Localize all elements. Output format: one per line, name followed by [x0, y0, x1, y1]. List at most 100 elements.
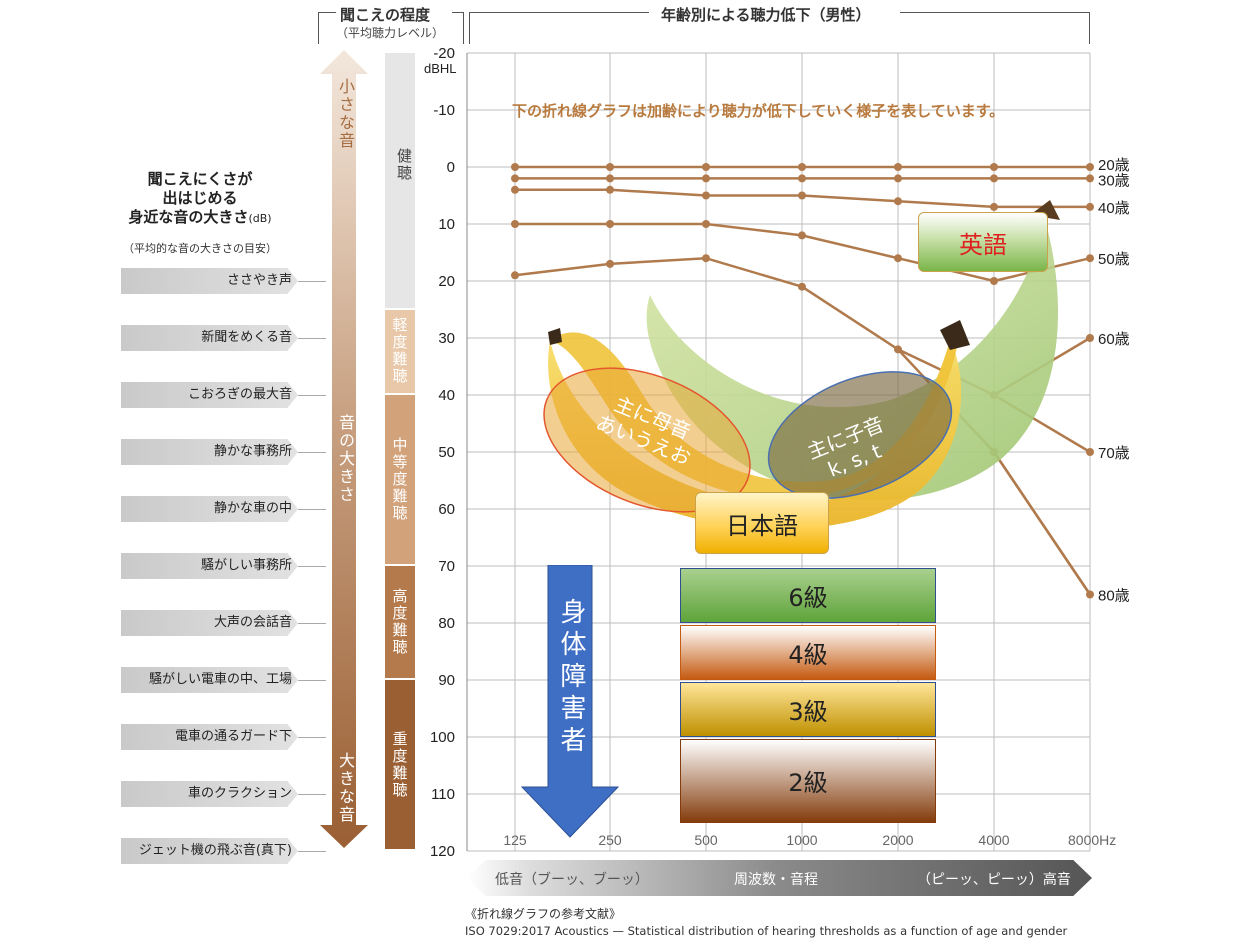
- series-point: [702, 191, 710, 200]
- sound-example: ジェット機の飛ぶ音(真下): [121, 838, 298, 864]
- sound-example: こおろぎの最大音: [121, 382, 298, 408]
- sound-example-connector: [298, 395, 326, 396]
- series-point: [1086, 174, 1094, 183]
- left-title-line-3: 身近な音の大きさ: [128, 208, 249, 226]
- sound-example: 大声の会話音: [121, 610, 298, 636]
- hearing-band-label: 健聴: [395, 148, 413, 182]
- series-label: 50歳: [1098, 251, 1130, 268]
- x-tick-label: 250: [598, 832, 622, 848]
- x-tick-label: 125: [503, 832, 527, 848]
- chart-hint: 下の折れ線グラフは加齢により聴力が低下していく様子を表しています。: [512, 102, 1005, 120]
- series-point: [702, 163, 710, 171]
- y-tick-label: 90: [438, 672, 455, 689]
- series-label: 20歳: [1098, 157, 1130, 174]
- hearing-band-label: 重度難聴: [390, 730, 409, 799]
- series-point: [894, 254, 902, 263]
- x-tick-label: 4000: [978, 832, 1009, 848]
- loudness-arrow-top-label: 小さな音: [336, 78, 355, 150]
- sound-example-connector: [298, 509, 326, 510]
- series-point: [511, 271, 519, 280]
- disability-arrow: [520, 565, 620, 838]
- chart-header-bracket-lt: [469, 12, 470, 44]
- sound-example-connector: [298, 737, 326, 738]
- series-point: [894, 174, 902, 183]
- x-tick-label: 8000Hz: [1068, 832, 1116, 848]
- yellow-banana-tip: [548, 328, 562, 345]
- sound-example-connector: [298, 794, 326, 795]
- hearing-band-label: 高度難聴: [390, 588, 409, 656]
- disability-label: 身体障害者: [556, 598, 586, 758]
- frequency-center-label: 周波数・音程: [734, 872, 818, 888]
- disability-grade: 3級: [680, 682, 936, 737]
- disability-grade: 4級: [680, 625, 936, 680]
- series-point: [990, 174, 998, 183]
- series-point: [798, 174, 806, 183]
- y-tick-label: 20: [438, 273, 455, 290]
- series-point: [990, 163, 998, 171]
- y-tick-label: -20: [433, 45, 455, 62]
- left-header-bracket-rt: [463, 12, 464, 44]
- y-tick-label: 70: [438, 558, 455, 575]
- disability-grade: 6級: [680, 568, 936, 623]
- sound-example-connector: [298, 680, 326, 681]
- series-point: [1086, 202, 1094, 211]
- x-tick-label: 1000: [786, 832, 817, 848]
- japanese-label: 日本語: [695, 492, 829, 554]
- series-point: [606, 259, 614, 268]
- sound-example-connector: [298, 338, 326, 339]
- series-point: [894, 163, 902, 171]
- series-point: [1086, 254, 1094, 263]
- sound-example: 新聞をめくる音: [121, 325, 298, 351]
- series-point: [798, 163, 806, 171]
- hearing-band: [385, 680, 415, 849]
- reference-title: 《折れ線グラフの参考文献》: [465, 907, 622, 921]
- y-tick-label: 80: [438, 615, 455, 632]
- y-tick-label: 60: [438, 501, 455, 518]
- series-point: [1086, 334, 1094, 342]
- sound-example-connector: [298, 566, 326, 567]
- chart-header-title: 年齢別による聴力低下（男性）: [661, 6, 871, 24]
- left-panel-title: 聞こえにくさが 出はじめる 身近な音の大きさ(dB): [100, 170, 300, 228]
- loudness-arrow-mid-label: 音の大きさ: [336, 414, 355, 504]
- left-title-unit: (dB): [248, 212, 272, 225]
- chart-header-bracket: [469, 12, 649, 13]
- series-point: [990, 202, 998, 211]
- series-point: [606, 220, 614, 228]
- y-tick-label: 120: [430, 843, 455, 860]
- series-point: [798, 191, 806, 200]
- series-label: 80歳: [1098, 588, 1130, 605]
- left-panel-note: （平均的な音の大きさの目安）: [123, 242, 277, 255]
- disability-grade: 2級: [680, 739, 936, 823]
- y-tick-label: 100: [430, 729, 455, 746]
- english-label: 英語: [918, 212, 1048, 272]
- sound-example-connector: [298, 452, 326, 453]
- hearing-band: [385, 395, 415, 564]
- series-point: [606, 185, 614, 194]
- y-tick-label: 30: [438, 330, 455, 347]
- series-label: 60歳: [1098, 331, 1130, 348]
- y-tick-label: 110: [431, 786, 455, 803]
- vowel-ellipse: [543, 367, 751, 513]
- hearing-band: [385, 309, 415, 393]
- sound-example: 車のクラクション: [121, 781, 298, 807]
- series-point: [798, 282, 806, 291]
- sound-example: 静かな事務所: [121, 439, 298, 465]
- series-point: [894, 197, 902, 206]
- series-point: [511, 163, 519, 171]
- speech-ellipses: [543, 367, 953, 513]
- left-header-title: 聞こえの程度: [340, 6, 431, 24]
- sound-example-connector: [298, 623, 326, 624]
- yellow-banana-stem: [940, 320, 970, 350]
- series-point: [511, 220, 519, 228]
- left-header-subtitle: （平均聴力レベル）: [336, 26, 445, 40]
- loudness-arrow: [320, 50, 368, 848]
- series-point: [990, 277, 998, 285]
- x-tick-label: 500: [694, 832, 718, 848]
- consonant-ellipse: [767, 371, 953, 499]
- frequency-high-label: （ピーッ、ピーッ）高音: [917, 872, 1071, 888]
- left-header-bracket: [318, 12, 336, 13]
- hearing-band-label: 中等度難聴: [390, 437, 409, 522]
- y-tick-label: 50: [438, 444, 455, 461]
- sound-example: 騒がしい事務所: [121, 553, 298, 579]
- sound-example: 電車の通るガード下: [121, 724, 298, 750]
